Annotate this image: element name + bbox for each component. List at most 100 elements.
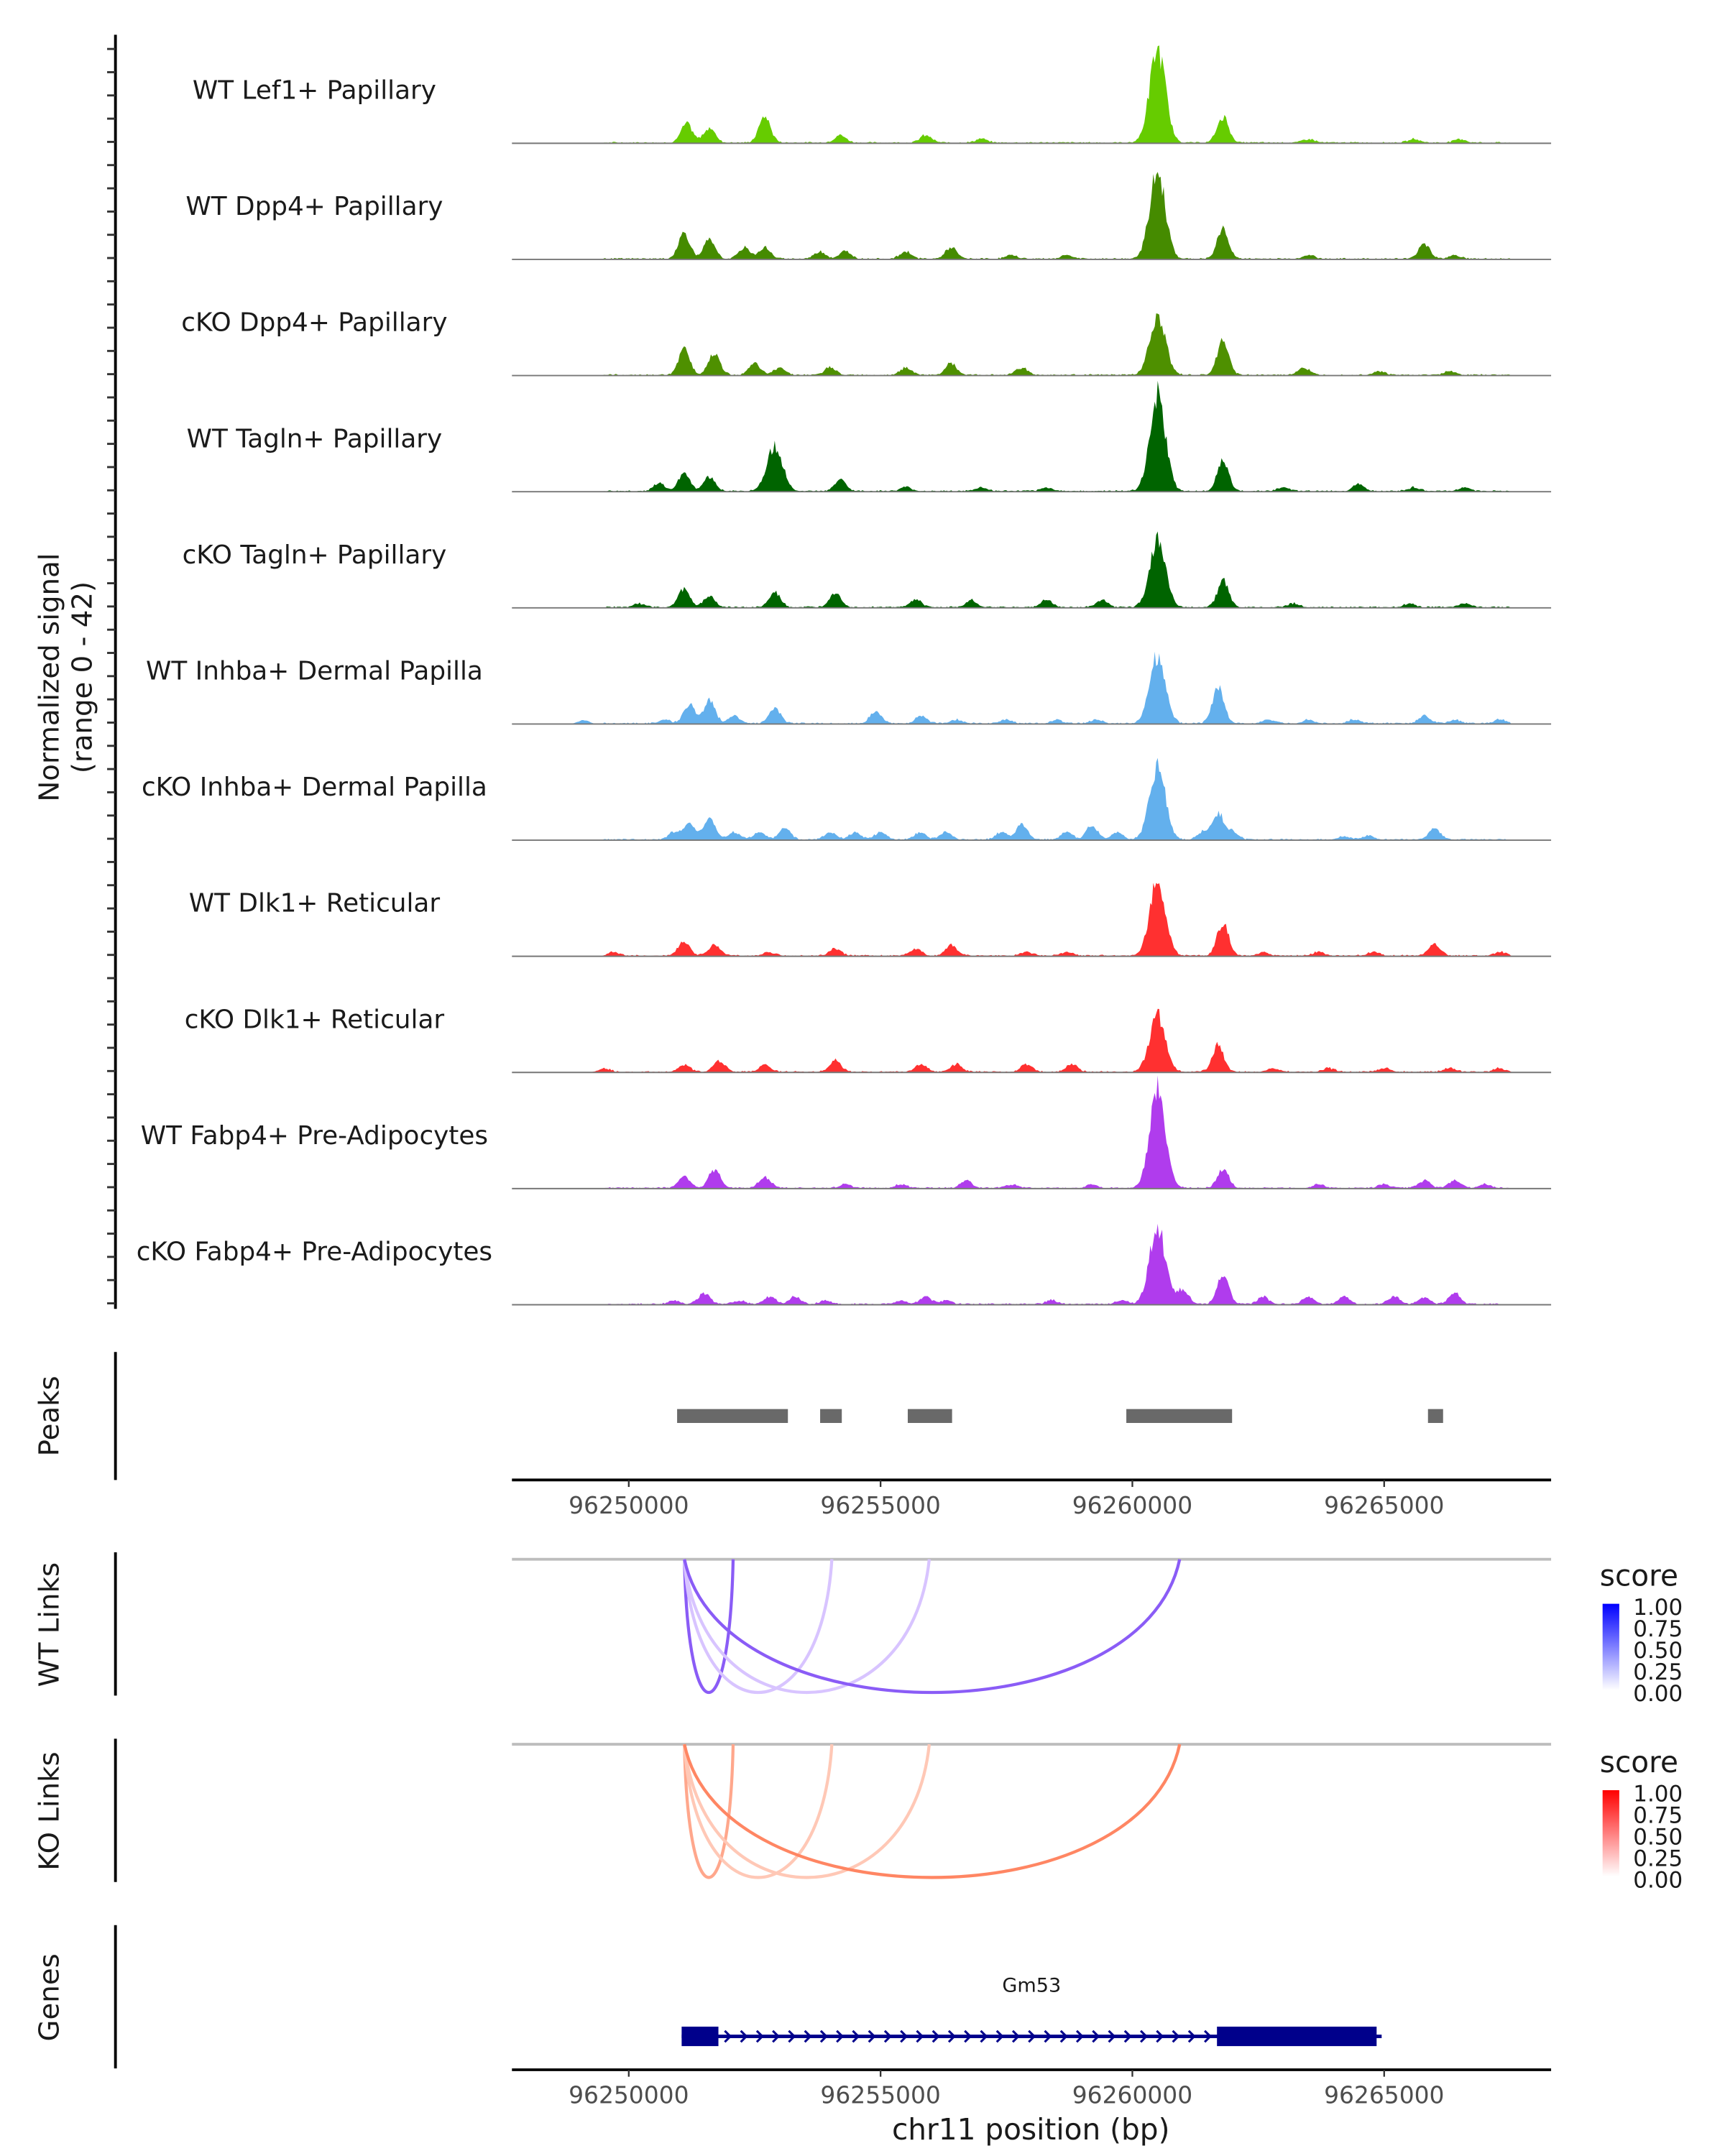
y-axis-label-line2: (range 0 - 42): [67, 581, 99, 773]
signal-area: [512, 757, 1552, 841]
link-arc: [683, 1743, 834, 1879]
link-arc: [683, 1559, 932, 1694]
strand-arrow-icon: [1108, 2030, 1116, 2043]
legend-tick-label: 1.00: [1633, 1781, 1683, 1807]
x-tick-label: 96255000: [820, 1491, 940, 1519]
track-8: cKO Dlk1+ Reticular: [185, 1005, 1552, 1074]
genes-track-label: Genes: [33, 1953, 65, 2041]
strand-arrow-icon: [883, 2030, 892, 2043]
ko-links: [512, 1743, 1552, 1879]
ko-links-track-label: KO Links: [33, 1751, 65, 1870]
x-tick-label: 96260000: [1072, 1491, 1192, 1519]
track-label: cKO Tagln+ Papillary: [183, 540, 447, 570]
link-arc: [683, 1559, 735, 1695]
gene-models: Gm53: [681, 1975, 1382, 2047]
strand-arrow-icon: [788, 2030, 796, 2043]
legend-colorbar: [1602, 1789, 1619, 1876]
legend-tick-label: 0.00: [1633, 1867, 1683, 1893]
strand-arrow-icon: [1044, 2030, 1052, 2043]
strand-arrow-icon: [1187, 2030, 1196, 2043]
strand-arrow-icon: [916, 2030, 924, 2043]
track-0: WT Lef1+ Papillary: [193, 45, 1552, 144]
legend-tick-label: 1.00: [1633, 1595, 1683, 1621]
strand-arrow-icon: [724, 2030, 732, 2043]
link-arc: [683, 1743, 1182, 1879]
track-label: WT Tagln+ Papillary: [187, 424, 443, 453]
signal-area: [512, 172, 1552, 259]
strand-arrow-icon: [1139, 2030, 1149, 2043]
strand-arrow-icon: [1156, 2030, 1164, 2043]
peak-regions: [677, 1409, 1443, 1423]
legend-tick-label: 0.75: [1633, 1616, 1683, 1642]
track-4: cKO Tagln+ Papillary: [183, 531, 1552, 609]
wt-links: [512, 1557, 1552, 1695]
signal-area: [512, 531, 1552, 608]
x-tick-label: 96265000: [1324, 2081, 1444, 2109]
strand-arrow-icon: [755, 2030, 764, 2043]
legend-tick-label: 0.25: [1633, 1659, 1683, 1685]
x-axis-bottom: 96250000 96255000 96260000 96265000: [512, 2068, 1552, 2109]
x-axis-label: chr11 position (bp): [892, 2112, 1169, 2147]
strand-arrow-icon: [947, 2030, 956, 2043]
track-label: cKO Dlk1+ Reticular: [185, 1005, 445, 1034]
track-label: cKO Dpp4+ Papillary: [181, 308, 447, 338]
peaks-track-label: Peaks: [33, 1376, 65, 1456]
legend-title: score: [1600, 1745, 1678, 1779]
signal-area: [512, 1223, 1552, 1305]
legend-tick-label: 0.50: [1633, 1638, 1683, 1664]
strand-arrow-icon: [868, 2030, 876, 2043]
legend-tick-label: 0.50: [1633, 1824, 1683, 1850]
peak-region: [1126, 1409, 1233, 1423]
track-label: WT Fabp4+ Pre-Adipocytes: [141, 1121, 488, 1151]
strand-arrow-icon: [980, 2030, 988, 2043]
legend-tick-label: 0.25: [1633, 1846, 1683, 1871]
track-label: WT Inhba+ Dermal Papilla: [146, 656, 483, 686]
signal-area: [512, 313, 1552, 376]
track-3: WT Tagln+ Papillary: [187, 380, 1552, 493]
peak-region: [677, 1409, 788, 1423]
strand-arrow-icon: [964, 2030, 972, 2043]
track-2: cKO Dpp4+ Papillary: [181, 308, 1552, 377]
wt-links-track-label: WT Links: [33, 1562, 65, 1687]
gene-exon: [1217, 2027, 1377, 2047]
peak-region: [1427, 1409, 1443, 1423]
legend-tick-label: 0.75: [1633, 1802, 1683, 1828]
link-arc: [683, 1559, 1182, 1695]
signal-area: [512, 1075, 1552, 1189]
strand-arrow-icon: [900, 2030, 908, 2043]
gene-name-label: Gm53: [1002, 1975, 1061, 1997]
track-label: cKO Inhba+ Dermal Papilla: [142, 773, 487, 802]
link-arc: [683, 1743, 932, 1879]
x-tick-label: 96260000: [1072, 2081, 1192, 2109]
track-5: WT Inhba+ Dermal Papilla: [146, 651, 1552, 725]
signal-y-axis: [107, 34, 117, 1309]
x-tick-label: 96255000: [820, 2081, 940, 2109]
strand-arrow-icon: [1059, 2030, 1068, 2043]
track-9: WT Fabp4+ Pre-Adipocytes: [141, 1075, 1552, 1189]
strand-arrow-icon: [772, 2030, 781, 2043]
legend-title: score: [1600, 1558, 1678, 1593]
peak-region: [907, 1409, 952, 1423]
strand-arrow-icon: [1204, 2030, 1213, 2043]
strand-arrow-icon: [1123, 2030, 1132, 2043]
legend-colorbar: [1602, 1603, 1619, 1690]
x-tick-label: 96265000: [1324, 1491, 1444, 1519]
link-arc: [683, 1559, 834, 1695]
signal-area: [512, 883, 1552, 957]
strand-arrow-icon: [852, 2030, 860, 2043]
track-label: WT Dlk1+ Reticular: [189, 889, 441, 918]
track-label: WT Lef1+ Papillary: [193, 75, 436, 105]
track-10: cKO Fabp4+ Pre-Adipocytes: [137, 1223, 1552, 1306]
signal-area: [512, 380, 1552, 492]
signal-area: [512, 45, 1552, 144]
x-axis-top: 96250000 96255000 96260000 96265000: [512, 1478, 1552, 1519]
track-7: WT Dlk1+ Reticular: [189, 883, 1552, 957]
strand-arrow-icon: [1075, 2030, 1084, 2043]
x-tick-label: 96250000: [569, 2081, 689, 2109]
strand-arrow-icon: [804, 2030, 812, 2043]
strand-arrow-icon: [819, 2030, 828, 2043]
track-6: cKO Inhba+ Dermal Papilla: [142, 757, 1552, 841]
strand-arrow-icon: [995, 2030, 1004, 2043]
